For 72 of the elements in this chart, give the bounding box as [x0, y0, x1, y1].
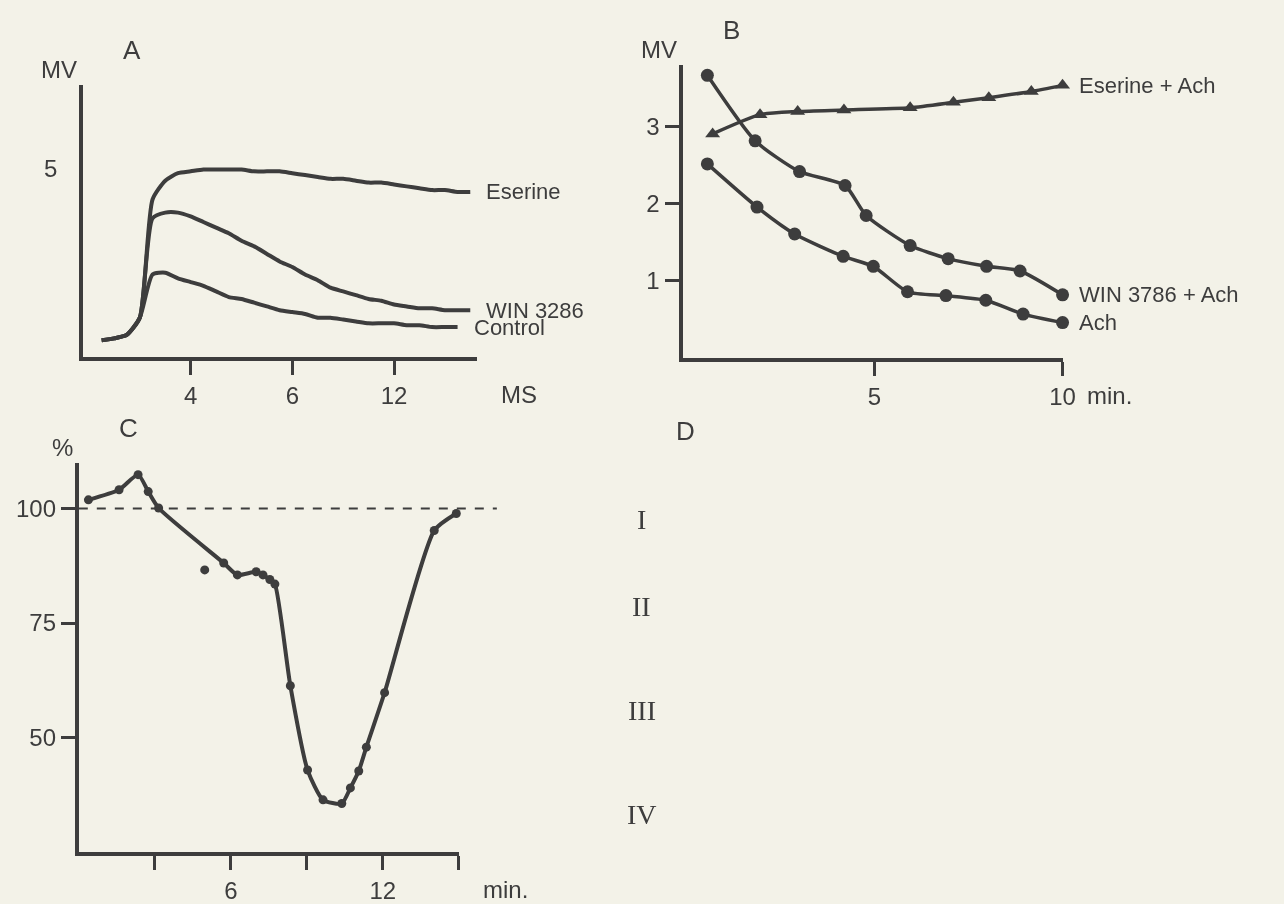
point [838, 178, 852, 192]
point [429, 526, 439, 535]
y-axis-title: MV [41, 56, 77, 83]
y-tick-label: 2 [646, 190, 660, 218]
point [251, 567, 261, 577]
point [793, 165, 807, 179]
point [836, 249, 850, 263]
point [1016, 307, 1030, 321]
text: III [628, 695, 656, 726]
point [1056, 316, 1070, 330]
point [114, 485, 124, 495]
point [866, 259, 880, 273]
point [200, 565, 210, 575]
text: II [632, 591, 651, 622]
point [903, 239, 917, 253]
chart-title: C [119, 413, 138, 443]
point [337, 798, 347, 808]
x-tick-label: 12 [369, 876, 397, 904]
text: I [637, 504, 647, 535]
x-tick-label: 12 [380, 381, 408, 409]
y-tick-label: 75 [29, 609, 56, 637]
point [143, 487, 153, 497]
text: D [676, 416, 695, 446]
point [700, 157, 714, 171]
point [979, 293, 993, 307]
x-tick-label: 4 [183, 381, 198, 409]
point [1056, 288, 1070, 302]
x-tick-label: 10 [1049, 382, 1076, 410]
point [270, 579, 280, 589]
point [980, 259, 994, 273]
text: IV [627, 799, 657, 830]
point [361, 742, 371, 752]
chart-title: B [723, 15, 741, 45]
point [748, 134, 762, 148]
point [859, 209, 873, 223]
y-tick-label: 50 [29, 723, 56, 751]
y-tick-label: 1 [646, 267, 660, 295]
point [258, 570, 268, 580]
point [1013, 264, 1027, 278]
point [354, 766, 364, 776]
point [345, 783, 355, 793]
series-label: Ach [1079, 310, 1117, 335]
chart-title: A [123, 35, 141, 65]
point [750, 200, 764, 214]
x-tick-label: 6 [285, 381, 299, 409]
point [700, 68, 714, 82]
point [380, 688, 390, 698]
x-axis-title: min. [483, 876, 529, 903]
point [788, 227, 802, 241]
point [232, 570, 242, 580]
y-axis-title: MV [641, 36, 677, 63]
series-label: Eserine + Ach [1079, 73, 1216, 98]
point [219, 558, 229, 568]
y-axis-title: % [52, 434, 74, 461]
text: 5 [44, 155, 58, 182]
series-label: Eserine [486, 179, 561, 204]
x-tick-label: 6 [224, 876, 238, 904]
point [133, 470, 143, 480]
point [901, 285, 915, 299]
y-tick-label: 100 [15, 494, 56, 522]
x-axis-title: min. [1087, 382, 1133, 409]
point [83, 495, 93, 505]
x-axis-title: MS [501, 381, 537, 408]
x-tick-label: 5 [867, 382, 882, 410]
y-tick-label: 3 [646, 113, 660, 141]
point [941, 252, 955, 266]
series-label: WIN 3786 + Ach [1079, 282, 1239, 307]
point [318, 795, 328, 805]
point [939, 289, 953, 303]
point [285, 681, 295, 691]
point [303, 765, 313, 775]
point [451, 509, 461, 519]
